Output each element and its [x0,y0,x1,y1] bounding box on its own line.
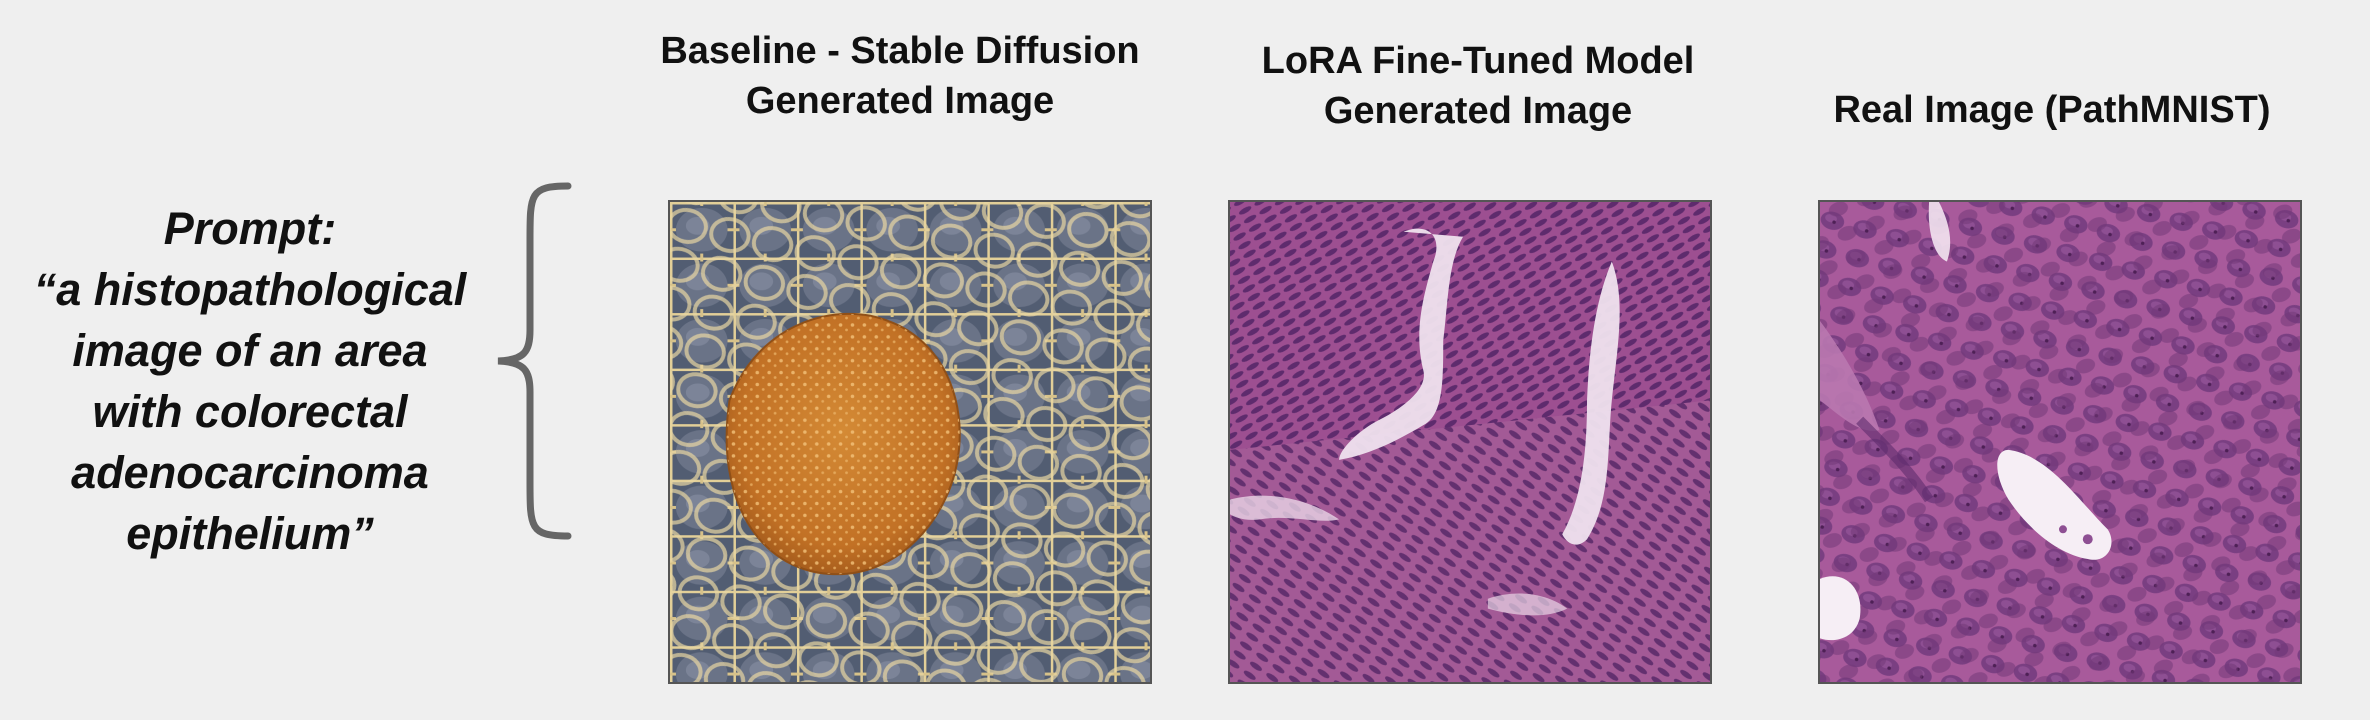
lora-generated-image [1228,200,1712,684]
prompt-line: epithelium” [126,508,374,559]
baseline-title: Baseline - Stable Diffusion Generated Im… [660,30,1140,122]
prompt-line: “a histopathological [33,264,467,315]
real-image-title: Real Image (PathMNIST) [1833,89,2271,131]
curly-brace-icon [497,182,572,540]
prompt-line: with colorectal [92,386,408,437]
prompt-text: Prompt: “a histopathological image of an… [0,198,500,564]
real-pathmnist-image [1818,200,2302,684]
prompt-line: image of an area [72,325,428,376]
lora-title: LoRA Fine-Tuned Model Generated Image [1261,40,1695,132]
prompt-line: Prompt: [163,203,337,254]
baseline-generated-image [668,200,1152,684]
prompt-line: adenocarcinoma [71,447,429,498]
